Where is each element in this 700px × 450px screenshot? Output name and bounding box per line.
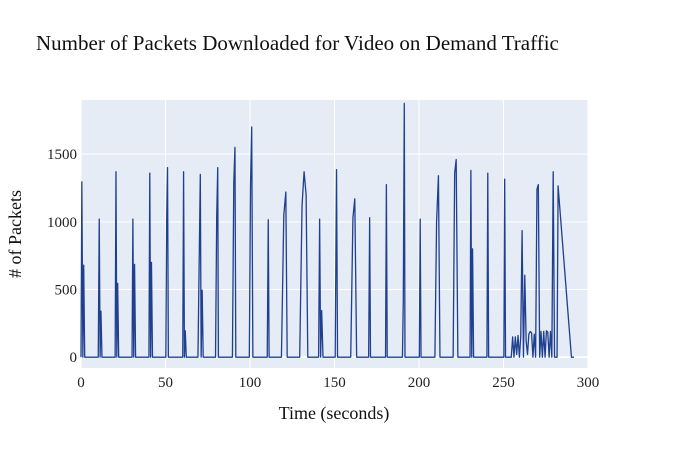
x-tick-label: 100 (239, 375, 262, 391)
y-tick-label: 1500 (47, 147, 77, 163)
y-tick-label: 500 (55, 282, 78, 298)
x-axis-ticks: 0 50 100 150 200 250 300 (77, 375, 599, 391)
x-tick-label: 250 (492, 375, 515, 391)
x-tick-label: 0 (77, 375, 85, 391)
x-tick-label: 150 (323, 375, 346, 391)
chart-title: Number of Packets Downloaded for Video o… (36, 31, 559, 55)
x-axis-title: Time (seconds) (279, 403, 390, 424)
y-axis-title: # of Packets (5, 190, 25, 278)
series-line-packets (80, 102, 574, 358)
y-tick-label: 1000 (47, 215, 77, 231)
y-tick-label: 0 (70, 350, 78, 366)
x-tick-label: 50 (158, 375, 173, 391)
x-tick-label: 200 (408, 375, 431, 391)
x-tick-label: 300 (577, 375, 600, 391)
y-axis-ticks: 0 500 1000 1500 (47, 147, 77, 366)
